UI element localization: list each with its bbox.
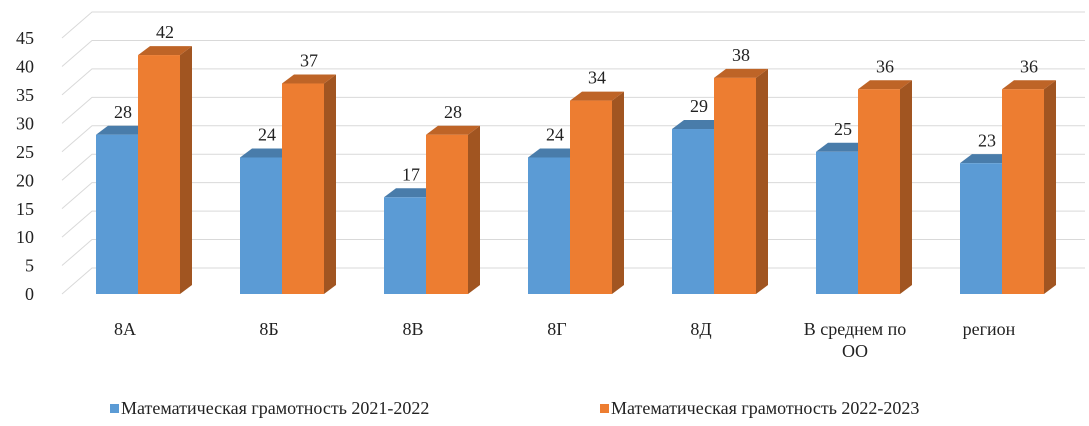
bar-top: [714, 68, 768, 78]
value-label: 36: [1020, 56, 1038, 76]
bar: [384, 197, 426, 294]
bar: [714, 77, 756, 294]
bar: [960, 163, 1002, 294]
value-label: 42: [156, 22, 174, 42]
grid-line: [61, 68, 1085, 96]
y-tick-label: 5: [25, 256, 34, 276]
value-label: 28: [114, 102, 132, 122]
bar: [138, 55, 180, 294]
bar-side: [324, 74, 336, 294]
bar: [426, 134, 468, 294]
y-tick-label: 0: [25, 284, 34, 304]
bar-top: [1002, 80, 1056, 90]
bar-top: [816, 142, 870, 152]
bar: [1002, 89, 1044, 294]
grid-line: [61, 39, 1085, 67]
y-tick-label: 20: [16, 170, 34, 190]
y-tick-label: 25: [16, 142, 34, 162]
grid-line: [61, 11, 1085, 39]
x-tick-label: 8В: [402, 319, 424, 339]
bar: [240, 157, 282, 294]
bar: [282, 83, 324, 294]
bar-top: [960, 154, 1014, 164]
bar: [858, 89, 900, 294]
value-label: 17: [402, 164, 420, 184]
bar-top: [240, 148, 294, 158]
x-tick-label: регион: [962, 319, 1016, 339]
bar-top: [384, 188, 438, 198]
value-label: 29: [690, 96, 708, 116]
bar: [528, 157, 570, 294]
bar-top: [426, 125, 480, 135]
bar-top: [672, 120, 726, 130]
value-label: 38: [732, 45, 750, 65]
legend-swatch: [110, 404, 119, 413]
legend-label: Математическая грамотность 2022-2023: [611, 398, 919, 418]
value-label: 34: [588, 68, 606, 88]
bar: [672, 129, 714, 294]
y-tick-label: 10: [16, 227, 34, 247]
bar-side: [180, 46, 192, 294]
x-tick-label: 8Г: [547, 319, 567, 339]
bar-side: [468, 125, 480, 294]
x-tick-label: В среднем по ОО: [803, 319, 907, 361]
bar-top: [96, 125, 150, 135]
value-label: 24: [258, 125, 276, 145]
value-label: 28: [444, 102, 462, 122]
legend-label: Математическая грамотность 2021-2022: [121, 398, 429, 418]
value-label: 23: [978, 130, 996, 150]
value-label: 24: [546, 125, 564, 145]
bar: [570, 100, 612, 294]
bar-top: [282, 74, 336, 84]
value-label: 37: [300, 51, 318, 71]
bar-side: [756, 68, 768, 294]
bar-side: [1044, 80, 1056, 294]
bar: [96, 134, 138, 294]
value-label: 36: [876, 56, 894, 76]
y-tick-label: 15: [16, 199, 34, 219]
x-tick-label: 8Д: [690, 319, 712, 339]
y-tick-label: 40: [16, 57, 34, 77]
y-tick-label: 35: [16, 85, 34, 105]
y-tick-label: 45: [16, 28, 34, 48]
bar-top: [528, 148, 582, 158]
x-tick-label: 8Б: [259, 319, 279, 339]
bar-side: [612, 91, 624, 294]
bar-top: [858, 80, 912, 90]
value-label: 25: [834, 119, 852, 139]
bar-top: [570, 91, 624, 101]
bar-top: [138, 46, 192, 56]
legend-swatch: [600, 404, 609, 413]
bar-side: [900, 80, 912, 294]
y-tick-label: 30: [16, 113, 34, 133]
bar: [816, 151, 858, 294]
x-tick-label: 8А: [114, 319, 136, 339]
